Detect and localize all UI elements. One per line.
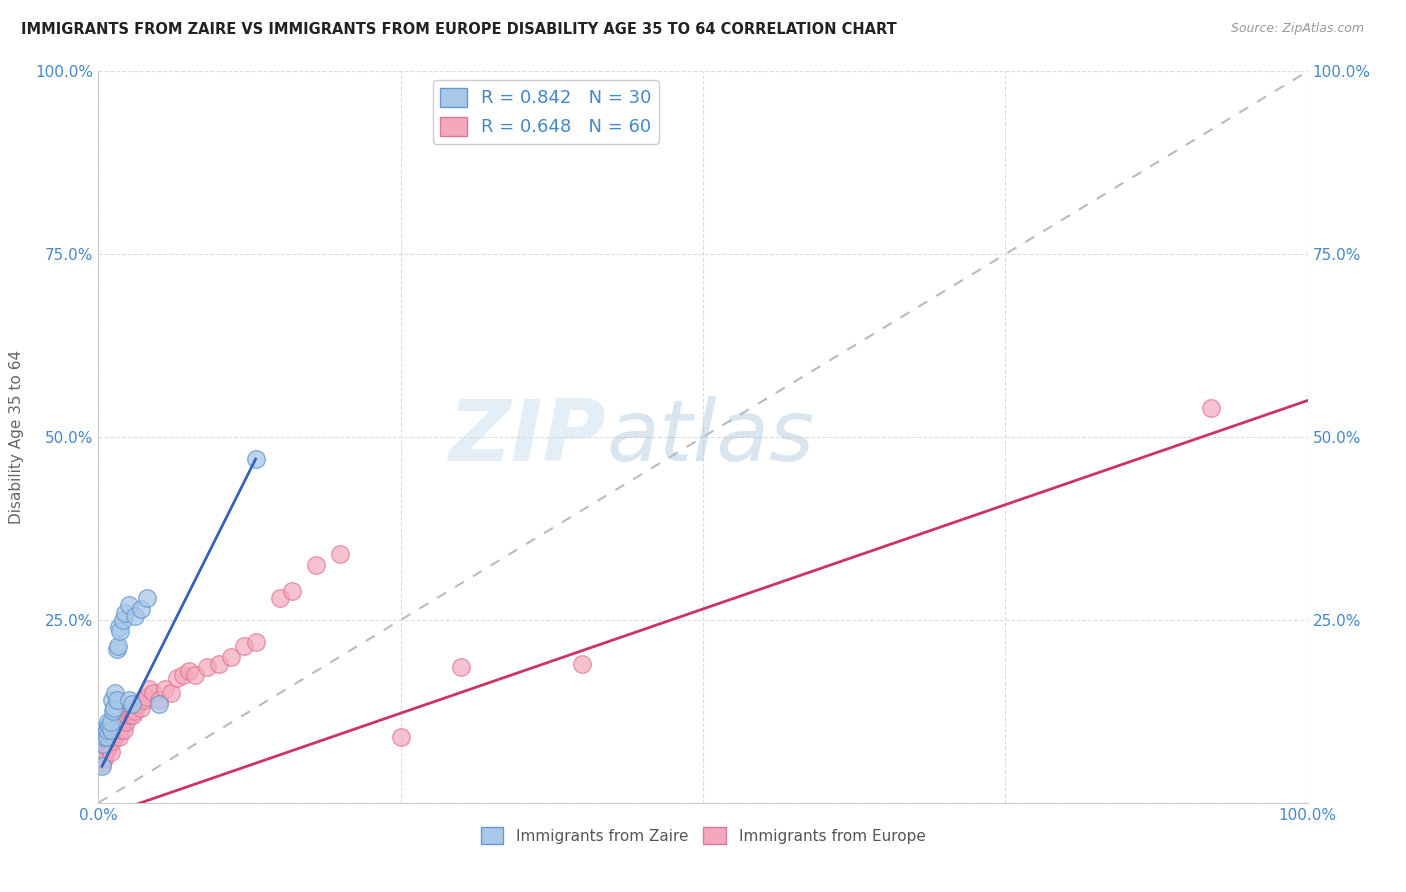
Point bbox=[111, 715, 134, 730]
Point bbox=[100, 715, 122, 730]
Point bbox=[118, 693, 141, 707]
Point bbox=[91, 756, 114, 770]
Point bbox=[98, 737, 121, 751]
Point bbox=[101, 726, 124, 740]
Point bbox=[107, 639, 129, 653]
Point bbox=[108, 624, 131, 638]
Point bbox=[121, 697, 143, 711]
Point bbox=[103, 700, 125, 714]
Text: IMMIGRANTS FROM ZAIRE VS IMMIGRANTS FROM EUROPE DISABILITY AGE 35 TO 64 CORRELAT: IMMIGRANTS FROM ZAIRE VS IMMIGRANTS FROM… bbox=[21, 22, 897, 37]
Point bbox=[450, 660, 472, 674]
Y-axis label: Disability Age 35 to 64: Disability Age 35 to 64 bbox=[10, 350, 24, 524]
Point bbox=[108, 719, 131, 733]
Legend: Immigrants from Zaire, Immigrants from Europe: Immigrants from Zaire, Immigrants from E… bbox=[474, 822, 932, 850]
Point bbox=[111, 613, 134, 627]
Point bbox=[98, 719, 121, 733]
Point bbox=[245, 635, 267, 649]
Text: Source: ZipAtlas.com: Source: ZipAtlas.com bbox=[1230, 22, 1364, 36]
Point bbox=[122, 708, 145, 723]
Text: atlas: atlas bbox=[606, 395, 814, 479]
Point bbox=[89, 752, 111, 766]
Text: ZIP: ZIP bbox=[449, 395, 606, 479]
Point bbox=[105, 642, 128, 657]
Point bbox=[195, 660, 218, 674]
Point bbox=[91, 759, 114, 773]
Point bbox=[305, 558, 328, 573]
Point bbox=[90, 748, 112, 763]
Point bbox=[108, 620, 131, 634]
Point bbox=[124, 609, 146, 624]
Point bbox=[172, 667, 194, 681]
Point bbox=[100, 730, 122, 744]
Point bbox=[117, 708, 139, 723]
Point bbox=[1199, 401, 1222, 415]
Point bbox=[121, 700, 143, 714]
Point bbox=[105, 693, 128, 707]
Point bbox=[97, 715, 120, 730]
Point bbox=[129, 700, 152, 714]
Point bbox=[129, 602, 152, 616]
Point bbox=[97, 740, 120, 755]
Point bbox=[94, 726, 117, 740]
Point bbox=[269, 591, 291, 605]
Point bbox=[100, 723, 122, 737]
Point bbox=[114, 606, 136, 620]
Point bbox=[100, 733, 122, 747]
Point bbox=[97, 733, 120, 747]
Point bbox=[124, 705, 146, 719]
Point bbox=[104, 730, 127, 744]
Point bbox=[93, 723, 115, 737]
Point bbox=[108, 730, 131, 744]
Point bbox=[118, 708, 141, 723]
Point bbox=[179, 664, 201, 678]
Point bbox=[245, 452, 267, 467]
Point bbox=[160, 686, 183, 700]
Point bbox=[135, 591, 157, 605]
Point bbox=[232, 639, 254, 653]
Point bbox=[103, 719, 125, 733]
Point bbox=[110, 723, 132, 737]
Point bbox=[100, 693, 122, 707]
Point bbox=[329, 547, 352, 561]
Point bbox=[112, 723, 135, 737]
Point bbox=[118, 705, 141, 719]
Point bbox=[104, 686, 127, 700]
Point bbox=[107, 723, 129, 737]
Point bbox=[138, 682, 160, 697]
Point bbox=[115, 715, 138, 730]
Point bbox=[281, 583, 304, 598]
Point bbox=[91, 737, 114, 751]
Point bbox=[120, 705, 142, 719]
Point bbox=[208, 657, 231, 671]
Point bbox=[114, 712, 136, 726]
Point bbox=[142, 686, 165, 700]
Point bbox=[148, 697, 170, 711]
Point bbox=[93, 752, 115, 766]
Point bbox=[118, 599, 141, 613]
Point bbox=[93, 730, 115, 744]
Point bbox=[96, 723, 118, 737]
Point bbox=[148, 693, 170, 707]
Point bbox=[184, 667, 207, 681]
Point bbox=[571, 657, 593, 671]
Point bbox=[166, 672, 188, 686]
Point bbox=[94, 745, 117, 759]
Point bbox=[389, 730, 412, 744]
Point bbox=[135, 690, 157, 704]
Point bbox=[96, 730, 118, 744]
Point bbox=[93, 740, 115, 755]
Point bbox=[153, 682, 176, 697]
Point bbox=[105, 726, 128, 740]
Point bbox=[100, 745, 122, 759]
Point bbox=[96, 737, 118, 751]
Point bbox=[127, 697, 149, 711]
Point bbox=[221, 649, 243, 664]
Point bbox=[100, 723, 122, 737]
Point bbox=[91, 745, 114, 759]
Point bbox=[134, 693, 156, 707]
Point bbox=[101, 705, 124, 719]
